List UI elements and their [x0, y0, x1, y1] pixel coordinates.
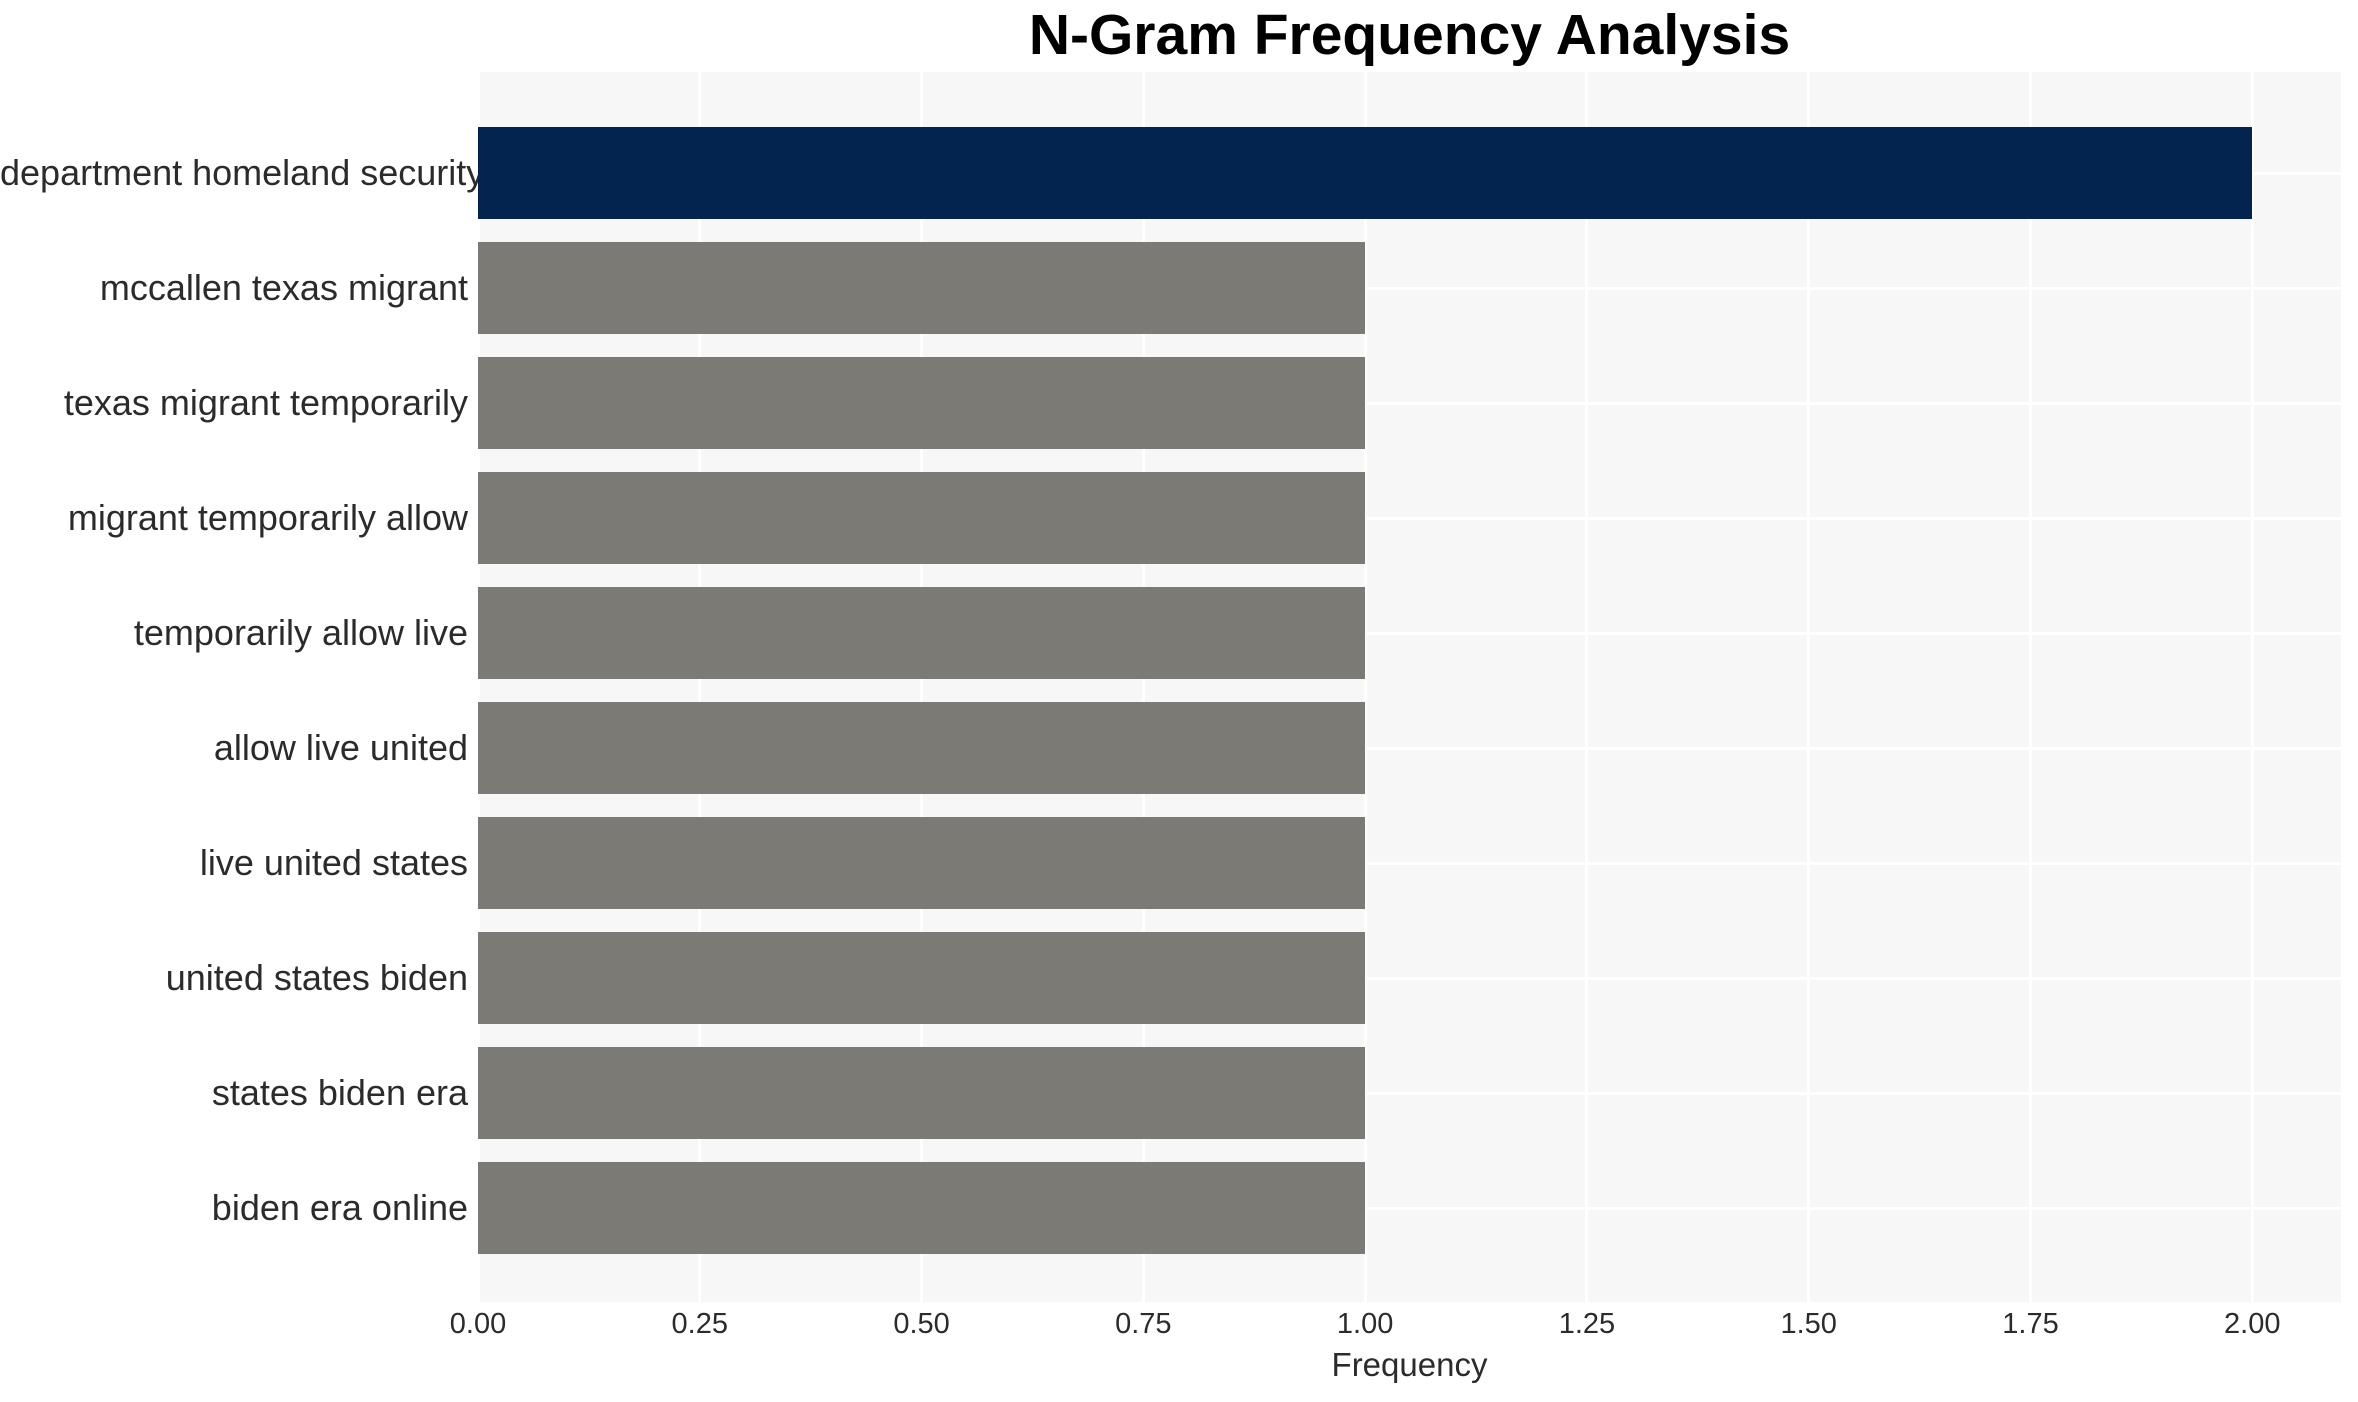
bar-biden-era-online [478, 1162, 1366, 1254]
bar-states-biden-era [478, 1047, 1366, 1139]
gridline-horizontal [478, 1091, 2341, 1095]
x-tick-label: 1.25 [1558, 1308, 1616, 1340]
y-category-label: migrant temporarily allow [67, 497, 468, 538]
x-tick-label: 1.00 [1336, 1308, 1394, 1340]
gridline-horizontal [478, 631, 2341, 635]
gridline-vertical [1141, 72, 1145, 1302]
bar-texas-migrant-temporarily [478, 357, 1366, 449]
gridline-horizontal [478, 861, 2341, 865]
y-category-label: mccallen texas migrant [99, 267, 468, 308]
gridline-horizontal [478, 746, 2341, 750]
y-category-label: united states biden [165, 957, 468, 998]
x-tick-label: 2.00 [2224, 1308, 2281, 1340]
y-category-label: live united states [199, 842, 468, 883]
x-tick-label: 0.75 [1115, 1308, 1172, 1340]
gridline-vertical [1807, 72, 1811, 1302]
gridline-vertical [1363, 72, 1367, 1302]
bar-allow-live-united [478, 702, 1366, 794]
bar-mccallen-texas-migrant [478, 242, 1366, 334]
gridline-vertical [478, 72, 480, 1302]
x-tick-label: 0.00 [449, 1308, 507, 1340]
y-category-label: texas migrant temporarily [63, 382, 468, 423]
y-axis-labels: department homeland security mccallen tex… [0, 72, 485, 1302]
gridline-horizontal [478, 976, 2341, 980]
bar-united-states-biden [478, 932, 1366, 1024]
gridline-horizontal [478, 401, 2341, 405]
gridline-vertical [1585, 72, 1589, 1302]
gridline-vertical [920, 72, 924, 1302]
y-category-label: states biden era [211, 1072, 468, 1113]
y-category-label: temporarily allow live [133, 612, 468, 653]
x-axis-label: Frequency [1331, 1346, 1488, 1383]
y-category-label: allow live united [213, 727, 468, 768]
x-tick-label: 1.75 [2002, 1308, 2059, 1340]
bar-migrant-temporarily-allow [478, 472, 1366, 564]
x-tick-label: 0.25 [671, 1308, 729, 1340]
bar-department-homeland-security [478, 127, 2253, 219]
gridline-vertical [2029, 72, 2032, 1302]
y-category-label: biden era online [211, 1187, 468, 1228]
x-tick-label: 1.50 [1780, 1308, 1837, 1340]
x-tick-label: 0.50 [893, 1308, 950, 1340]
plot-area [478, 72, 2341, 1302]
gridline-horizontal [478, 1206, 2341, 1210]
x-axis-ticks: 0.00 0.25 0.50 0.75 1.00 1.25 1.50 1.75 2.00 [0, 1308, 2358, 1348]
gridline-vertical [698, 72, 702, 1302]
gridline-horizontal [478, 286, 2341, 290]
gridline-horizontal [478, 516, 2341, 520]
bar-live-united-states [478, 817, 1366, 909]
y-category-label: department homeland security [0, 152, 485, 193]
gridline-vertical [2250, 72, 2254, 1302]
bar-temporarily-allow-live [478, 587, 1366, 679]
chart-title: N-Gram Frequency Analysis [1028, 3, 1791, 67]
